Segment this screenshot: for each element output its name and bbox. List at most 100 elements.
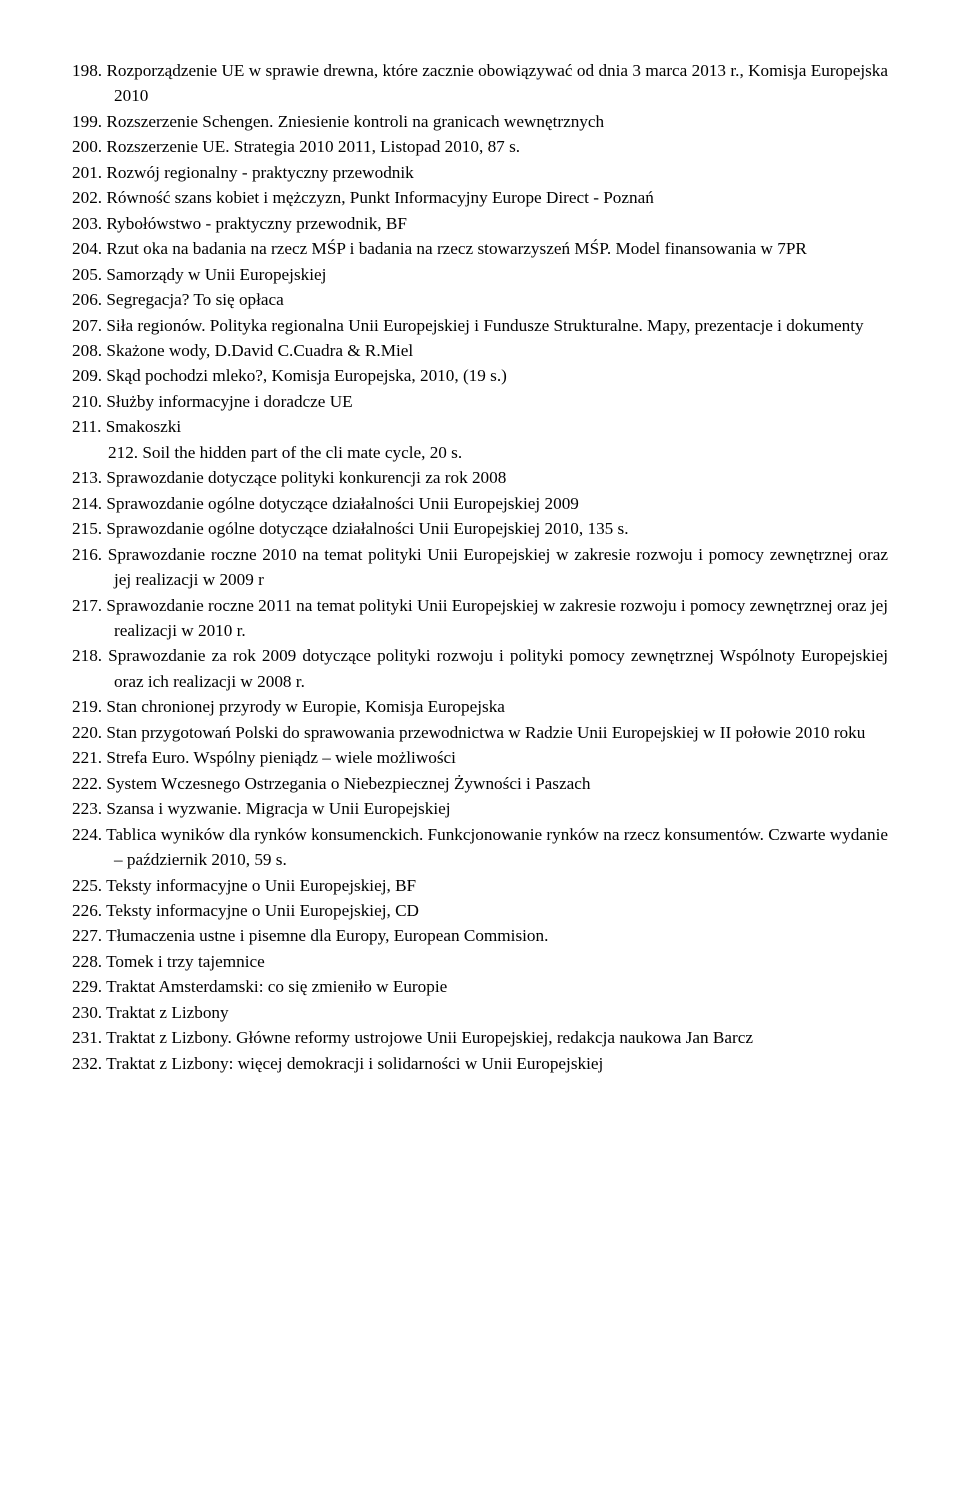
list-item: 214. Sprawozdanie ogólne dotyczące dział…: [72, 491, 888, 516]
list-item-text: Segregacja? To się opłaca: [106, 290, 283, 309]
list-item: 199. Rozszerzenie Schengen. Zniesienie k…: [72, 109, 888, 134]
list-item-number: 219.: [72, 697, 102, 716]
list-item: 216. Sprawozdanie roczne 2010 na temat p…: [72, 542, 888, 593]
list-item-text: Smakoszki: [106, 417, 181, 436]
list-item: 215. Sprawozdanie ogólne dotyczące dział…: [72, 516, 888, 541]
list-item: 209. Skąd pochodzi mleko?, Komisja Europ…: [72, 363, 888, 388]
list-item: 219. Stan chronionej przyrody w Europie,…: [72, 694, 888, 719]
list-item: 213. Sprawozdanie dotyczące polityki kon…: [72, 465, 888, 490]
list-item-number: 228.: [72, 952, 102, 971]
list-item-number: 208.: [72, 341, 102, 360]
list-item: 229. Traktat Amsterdamski: co się zmieni…: [72, 974, 888, 999]
list-item-text: Samorządy w Unii Europejskiej: [106, 265, 326, 284]
list-item: 206. Segregacja? To się opłaca: [72, 287, 888, 312]
list-item-number: 201.: [72, 163, 102, 182]
list-item-text: Rozwój regionalny - praktyczny przewodni…: [106, 163, 413, 182]
list-item: 228. Tomek i trzy tajemnice: [72, 949, 888, 974]
list-item-number: 212.: [108, 443, 138, 462]
list-item: 201. Rozwój regionalny - praktyczny prze…: [72, 160, 888, 185]
list-item-text: Sprawozdanie za rok 2009 dotyczące polit…: [108, 646, 888, 690]
list-item-number: 226.: [72, 901, 102, 920]
list-item-number: 200.: [72, 137, 102, 156]
list-item: 220. Stan przygotowań Polski do sprawowa…: [72, 720, 888, 745]
numbered-list: 198. Rozporządzenie UE w sprawie drewna,…: [72, 58, 888, 1076]
list-item-text: Stan przygotowań Polski do sprawowania p…: [106, 723, 865, 742]
list-item-text: Rozszerzenie UE. Strategia 2010 2011, Li…: [106, 137, 520, 156]
list-item: 210. Służby informacyjne i doradcze UE: [72, 389, 888, 414]
list-item-text: Soil the hidden part of the cli mate cyc…: [142, 443, 462, 462]
list-item-number: 217.: [72, 596, 102, 615]
list-item-number: 203.: [72, 214, 102, 233]
list-item: 202. Równość szans kobiet i mężczyzn, Pu…: [72, 185, 888, 210]
list-item-number: 232.: [72, 1054, 102, 1073]
list-item-text: Traktat z Lizbony. Główne reformy ustroj…: [106, 1028, 753, 1047]
list-item-number: 198.: [72, 61, 102, 80]
list-item-number: 209.: [72, 366, 102, 385]
list-item-number: 199.: [72, 112, 102, 131]
list-item-number: 229.: [72, 977, 102, 996]
list-item-number: 205.: [72, 265, 102, 284]
list-item-number: 214.: [72, 494, 102, 513]
list-item: 224. Tablica wyników dla rynków konsumen…: [72, 822, 888, 873]
list-item: 198. Rozporządzenie UE w sprawie drewna,…: [72, 58, 888, 109]
list-item-number: 210.: [72, 392, 102, 411]
list-item-number: 227.: [72, 926, 102, 945]
list-item-text: Teksty informacyjne o Unii Europejskiej,…: [106, 876, 416, 895]
list-item-text: Siła regionów. Polityka regionalna Unii …: [106, 316, 863, 335]
list-item: 217. Sprawozdanie roczne 2011 na temat p…: [72, 593, 888, 644]
list-item: 212. Soil the hidden part of the cli mat…: [72, 440, 888, 465]
list-item: 221. Strefa Euro. Wspólny pieniądz – wie…: [72, 745, 888, 770]
list-item-text: Skąd pochodzi mleko?, Komisja Europejska…: [106, 366, 507, 385]
list-item: 200. Rozszerzenie UE. Strategia 2010 201…: [72, 134, 888, 159]
list-item-text: Sprawozdanie roczne 2011 na temat polity…: [106, 596, 888, 640]
list-item: 227. Tłumaczenia ustne i pisemne dla Eur…: [72, 923, 888, 948]
list-item-number: 222.: [72, 774, 102, 793]
list-item: 226. Teksty informacyjne o Unii Europejs…: [72, 898, 888, 923]
list-item-text: Sprawozdanie ogólne dotyczące działalnoś…: [106, 494, 579, 513]
list-item-number: 231.: [72, 1028, 102, 1047]
list-item-text: Sprawozdanie roczne 2010 na temat polity…: [108, 545, 888, 589]
list-item: 211. Smakoszki: [72, 414, 888, 439]
list-item-text: Równość szans kobiet i mężczyzn, Punkt I…: [106, 188, 653, 207]
list-item: 231. Traktat z Lizbony. Główne reformy u…: [72, 1025, 888, 1050]
list-item-text: Traktat z Lizbony: więcej demokracji i s…: [106, 1054, 603, 1073]
list-item-text: Rozszerzenie Schengen. Zniesienie kontro…: [106, 112, 604, 131]
list-item-number: 213.: [72, 468, 102, 487]
list-item-text: Rzut oka na badania na rzecz MŚP i badan…: [106, 239, 807, 258]
list-item-text: Rozporządzenie UE w sprawie drewna, któr…: [106, 61, 888, 105]
list-item: 232. Traktat z Lizbony: więcej demokracj…: [72, 1051, 888, 1076]
list-item: 205. Samorządy w Unii Europejskiej: [72, 262, 888, 287]
list-item-number: 218.: [72, 646, 102, 665]
list-item: 203. Rybołówstwo - praktyczny przewodnik…: [72, 211, 888, 236]
list-item-text: Sprawozdanie dotyczące polityki konkuren…: [106, 468, 506, 487]
list-item-number: 216.: [72, 545, 102, 564]
list-item-number: 207.: [72, 316, 102, 335]
list-item-number: 230.: [72, 1003, 102, 1022]
list-item: 218. Sprawozdanie za rok 2009 dotyczące …: [72, 643, 888, 694]
list-item-text: Tablica wyników dla rynków konsumenckich…: [106, 825, 888, 869]
list-item-number: 224.: [72, 825, 102, 844]
list-item-text: Teksty informacyjne o Unii Europejskiej,…: [106, 901, 419, 920]
list-item-number: 215.: [72, 519, 102, 538]
list-item-text: Sprawozdanie ogólne dotyczące działalnoś…: [106, 519, 628, 538]
list-item: 207. Siła regionów. Polityka regionalna …: [72, 313, 888, 338]
list-item: 223. Szansa i wyzwanie. Migracja w Unii …: [72, 796, 888, 821]
list-item-text: Szansa i wyzwanie. Migracja w Unii Europ…: [106, 799, 450, 818]
list-item-number: 202.: [72, 188, 102, 207]
list-item-text: Tomek i trzy tajemnice: [106, 952, 265, 971]
list-item-number: 204.: [72, 239, 102, 258]
list-item: 204. Rzut oka na badania na rzecz MŚP i …: [72, 236, 888, 261]
list-item-text: Strefa Euro. Wspólny pieniądz – wiele mo…: [106, 748, 456, 767]
list-item: 225. Teksty informacyjne o Unii Europejs…: [72, 873, 888, 898]
list-item-number: 225.: [72, 876, 102, 895]
list-item-number: 221.: [72, 748, 102, 767]
list-item-number: 220.: [72, 723, 102, 742]
list-item-number: 206.: [72, 290, 102, 309]
list-item-text: Służby informacyjne i doradcze UE: [106, 392, 352, 411]
list-item: 222. System Wczesnego Ostrzegania o Nieb…: [72, 771, 888, 796]
list-item: 208. Skażone wody, D.David C.Cuadra & R.…: [72, 338, 888, 363]
list-item-text: Rybołówstwo - praktyczny przewodnik, BF: [106, 214, 407, 233]
list-item-number: 223.: [72, 799, 102, 818]
list-item-text: Traktat z Lizbony: [106, 1003, 229, 1022]
list-item-text: System Wczesnego Ostrzegania o Niebezpie…: [106, 774, 590, 793]
